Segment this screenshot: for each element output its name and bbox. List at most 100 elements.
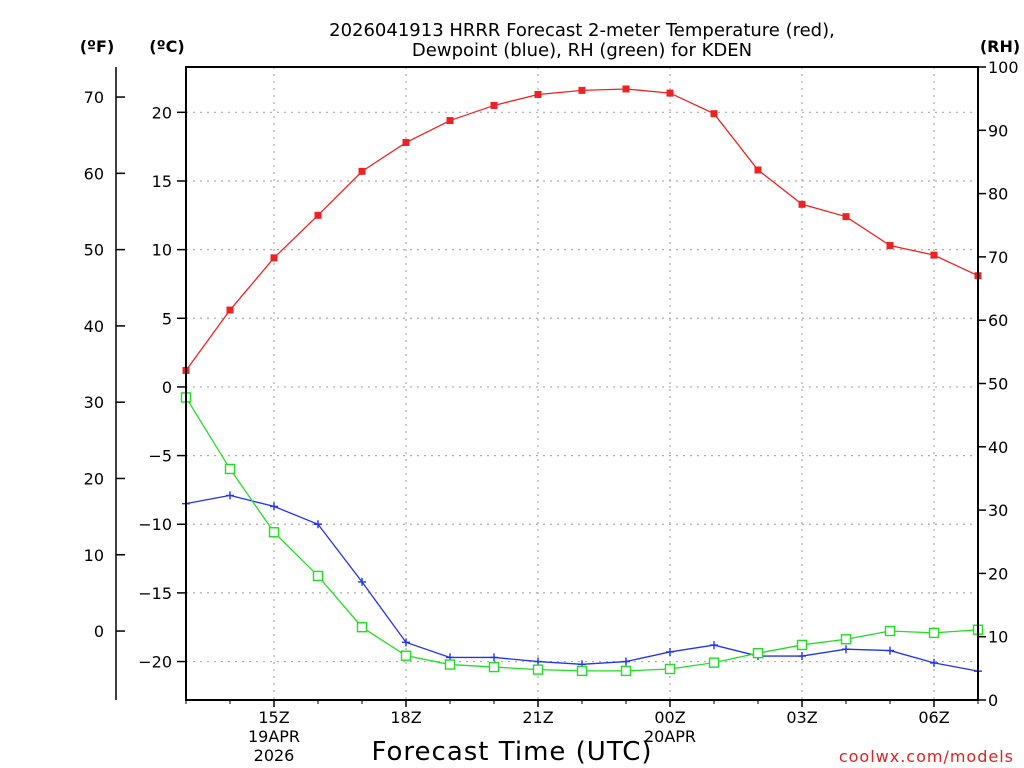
rh-point — [532, 664, 544, 675]
rh-tick-label: 50 — [988, 375, 1008, 394]
chart-title-line1: 2026041913 HRRR Forecast 2-meter Tempera… — [329, 20, 835, 41]
c-tick-label: 15 — [152, 172, 172, 191]
dewpoint-point — [842, 645, 850, 654]
rh-axis: 0 10 20 30 40 50 60 70 80 90 100 — [978, 58, 1019, 710]
temperature-point — [622, 85, 630, 93]
dewpoint-point — [710, 641, 718, 650]
temperature-point — [886, 242, 894, 250]
temperature-point — [314, 211, 322, 219]
c-tick-label: −5 — [148, 447, 172, 466]
rh-point — [224, 463, 236, 475]
f-tick-label: 30 — [84, 393, 104, 412]
c-tick-label: 0 — [162, 378, 172, 397]
rh-unit-label: (RH) — [980, 37, 1020, 56]
x-tick-label: 21Z — [522, 708, 553, 727]
rh-tick-label: 60 — [988, 311, 1008, 330]
x-tick-label: 06Z — [918, 708, 949, 727]
temperature-point — [270, 254, 278, 262]
rh-point — [400, 650, 412, 661]
x-tick-label: 03Z — [786, 708, 817, 727]
temperature-point — [226, 306, 234, 314]
temperature-point — [754, 166, 762, 174]
f-tick-label: 40 — [84, 317, 104, 336]
rh-line — [185, 397, 979, 672]
rh-tick-label: 40 — [988, 438, 1008, 457]
dewpoint-point — [622, 657, 630, 666]
celsius-axis: −20 −15 −10 −5 0 5 10 15 20 — [138, 103, 186, 672]
dewpoint-point — [930, 658, 938, 667]
rh-point — [356, 622, 368, 633]
dewpoint-point — [402, 638, 410, 647]
x-tick-label: 18Z — [390, 708, 421, 727]
dewpoint-point — [314, 520, 322, 529]
c-tick-label: 20 — [152, 103, 172, 122]
dewpoint-point — [270, 502, 278, 511]
rh-tick-label: 20 — [988, 564, 1008, 583]
celsius-unit-label: (ºC) — [149, 37, 184, 56]
c-tick-label: −15 — [138, 584, 172, 603]
rh-point — [488, 661, 500, 673]
f-tick-label: 10 — [84, 546, 104, 565]
f-tick-label: 70 — [84, 88, 104, 107]
date-label: 20APR — [644, 727, 696, 746]
temperature-point — [358, 167, 366, 175]
c-tick-label: 10 — [152, 241, 172, 260]
dewpoint-point — [886, 646, 894, 655]
temperature-point — [578, 86, 586, 94]
watermark: coolwx.com/models — [839, 747, 1014, 766]
f-tick-label: 50 — [84, 241, 104, 260]
temperature-point — [402, 139, 410, 147]
x-axis-title: Forecast Time (UTC) — [371, 737, 652, 767]
rh-tick-label: 100 — [988, 58, 1019, 77]
fahrenheit-unit-label: (ºF) — [80, 37, 115, 56]
temperature-line — [185, 88, 979, 371]
rh-point — [620, 665, 632, 677]
c-tick-label: 5 — [162, 309, 172, 328]
temperature-point — [666, 89, 674, 97]
temperature-point — [842, 213, 850, 221]
series-layer — [180, 85, 984, 677]
rh-point — [576, 665, 588, 677]
f-tick-label: 60 — [84, 164, 104, 183]
rh-tick-label: 0 — [988, 691, 998, 710]
rh-point — [312, 570, 324, 582]
rh-point — [928, 627, 940, 639]
rh-tick-label: 90 — [988, 121, 1008, 140]
x-tick-label: 00Z — [654, 708, 685, 727]
rh-tick-label: 80 — [988, 185, 1008, 204]
temperature-point — [710, 110, 718, 118]
dewpoint-line — [185, 494, 979, 672]
c-tick-label: −20 — [138, 653, 172, 672]
dewpoint-point — [226, 491, 234, 500]
temperature-point — [534, 90, 542, 98]
temperature-point — [490, 101, 498, 109]
c-tick-label: −10 — [138, 515, 172, 534]
rh-point — [840, 634, 852, 645]
f-tick-label: 0 — [94, 622, 104, 641]
f-tick-label: 20 — [84, 469, 104, 488]
dewpoint-point — [534, 657, 542, 666]
rh-point — [708, 657, 720, 668]
rh-tick-label: 10 — [988, 628, 1008, 647]
gridlines — [186, 67, 978, 700]
temperature-point — [446, 117, 454, 125]
temperature-point — [798, 200, 806, 208]
rh-point — [796, 639, 808, 651]
rh-point — [752, 647, 764, 659]
temperature-point — [930, 251, 938, 259]
rh-tick-label: 70 — [988, 248, 1008, 267]
dewpoint-point — [798, 652, 806, 661]
chart-title-line2: Dewpoint (blue), RH (green) for KDEN — [412, 40, 752, 61]
year-label: 2026 — [254, 746, 295, 765]
dewpoint-point — [358, 577, 366, 586]
date-label: 19APR — [248, 727, 300, 746]
x-tick-label: 15Z — [258, 708, 289, 727]
rh-point — [884, 625, 896, 637]
rh-point — [268, 527, 280, 538]
rh-tick-label: 30 — [988, 501, 1008, 520]
rh-point — [444, 659, 456, 670]
dewpoint-point — [666, 647, 674, 656]
fahrenheit-axis: 0 10 20 30 40 50 60 70 — [84, 67, 125, 700]
